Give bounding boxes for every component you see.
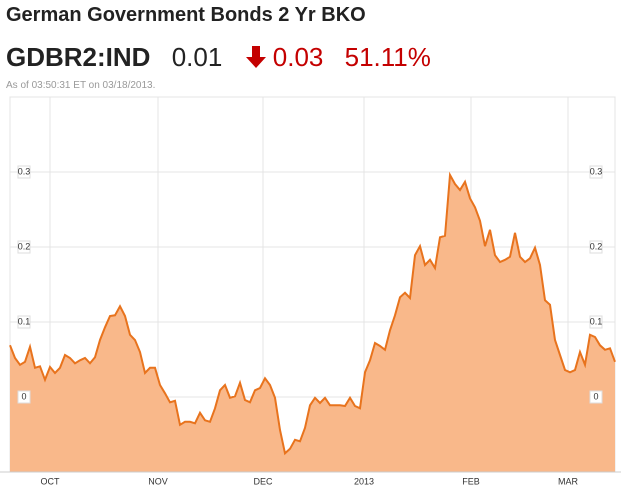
y-tick-box xyxy=(17,240,31,254)
x-tick-label: NOV xyxy=(148,476,168,486)
y-tick-label: 0 xyxy=(593,391,598,401)
as-of: As of 03:50:31 ET on 03/18/2013. xyxy=(6,80,156,91)
y-tick-label: 0.2 xyxy=(590,241,603,251)
y-tick-box xyxy=(17,165,31,179)
y-tick-label: 0.3 xyxy=(18,166,31,176)
y-tick-box xyxy=(589,390,603,404)
x-tick-label: FEB xyxy=(462,476,480,486)
change: 0.03 xyxy=(272,42,324,72)
x-tick-label: 2013 xyxy=(354,476,374,486)
y-tick-label: 0.1 xyxy=(18,316,31,326)
x-tick-label: OCT xyxy=(41,476,61,486)
y-tick-box xyxy=(17,315,31,329)
y-tick-label: 0.2 xyxy=(18,241,31,251)
x-tick-label: DEC xyxy=(253,476,273,486)
area xyxy=(10,175,615,472)
quote: GDBR2:IND 0.01 0.03 51.11% xyxy=(6,42,431,73)
y-tick-box xyxy=(17,390,31,404)
symbol: GDBR2:IND xyxy=(6,42,151,72)
y-tick-box xyxy=(589,240,603,254)
title: German Government Bonds 2 Yr BKO xyxy=(6,4,366,26)
x-tick-label: MAR xyxy=(558,476,579,486)
down-arrow xyxy=(245,46,266,68)
line xyxy=(9,171,616,456)
percent-change: 51.11% xyxy=(344,42,431,72)
price: 0.01 xyxy=(171,42,223,72)
y-tick-box xyxy=(589,165,603,179)
y-tick-label: 0.1 xyxy=(590,316,603,326)
y-tick-label: 0 xyxy=(21,391,26,401)
y-tick-box xyxy=(589,315,603,329)
y-tick-label: 0.3 xyxy=(590,166,603,176)
